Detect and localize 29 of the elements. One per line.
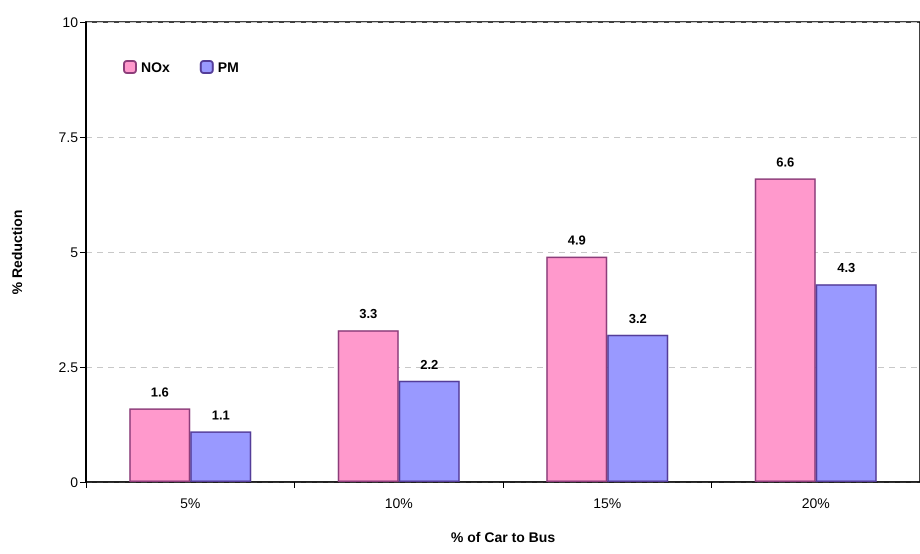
data-label: 1.6 <box>150 384 169 400</box>
bar <box>338 330 399 482</box>
x-tick-label: 20% <box>802 495 830 511</box>
y-tick-label: 5 <box>70 244 78 260</box>
x-tick-label: 5% <box>180 495 200 511</box>
x-tick-label: 10% <box>384 495 413 511</box>
x-tick-label: 15% <box>593 495 622 511</box>
bar <box>607 334 668 482</box>
y-tick-label: 2.5 <box>58 359 78 375</box>
data-label: 3.2 <box>628 310 647 326</box>
bar <box>129 408 190 482</box>
bar <box>546 256 608 482</box>
y-tick-label: 7.5 <box>58 129 78 145</box>
legend-label: NOx <box>141 59 170 75</box>
bar <box>398 380 460 482</box>
data-label: 1.1 <box>212 407 230 422</box>
bar <box>190 431 252 482</box>
bar <box>816 284 877 482</box>
x-axis-title: % of Car to Bus <box>450 529 556 545</box>
y-tick-label: 10 <box>62 14 78 30</box>
data-label: 4.3 <box>837 260 856 276</box>
data-label: 3.3 <box>359 306 378 322</box>
legend-label: PM <box>218 59 239 75</box>
bar <box>754 178 816 482</box>
y-axis-title: % Reduction <box>9 210 25 294</box>
data-label: 2.2 <box>420 356 438 372</box>
data-label: 4.9 <box>568 232 586 248</box>
y-tick-label: 0 <box>70 474 78 490</box>
data-label: 6.6 <box>776 154 794 170</box>
